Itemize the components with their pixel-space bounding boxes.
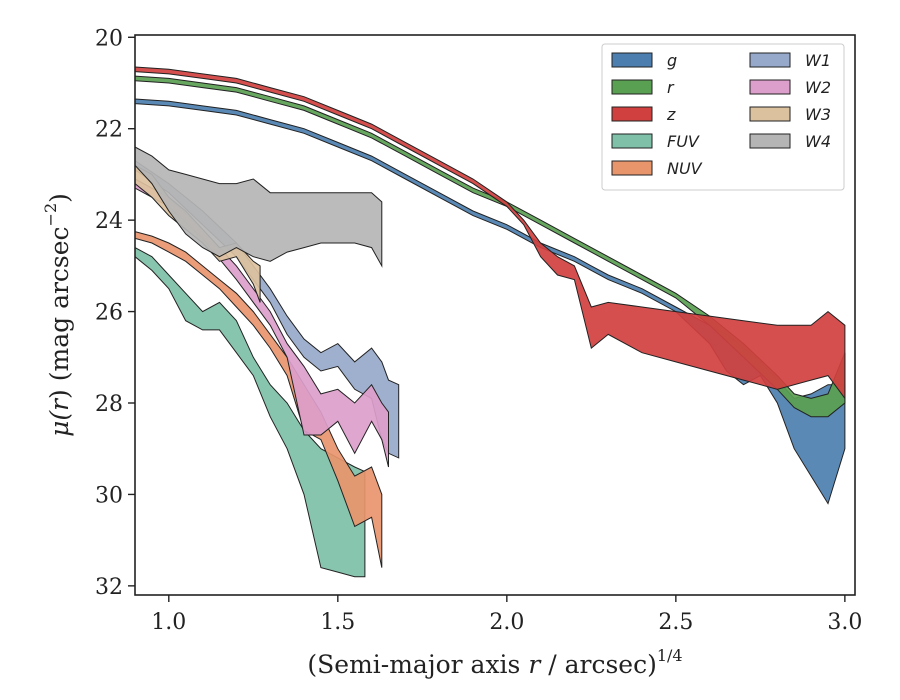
legend-swatch-w4 xyxy=(749,133,791,149)
y-tick-label: 20 xyxy=(95,26,123,51)
legend-label-w4: W4 xyxy=(805,132,831,151)
legend-swatch-w1 xyxy=(749,52,791,68)
y-tick-label: 32 xyxy=(95,575,123,600)
series-band-nuv xyxy=(135,231,383,568)
x-tick-label: 1.0 xyxy=(151,610,186,635)
legend-label-w2: W2 xyxy=(805,78,831,97)
legend-swatch-z xyxy=(611,106,653,122)
series-band-fuv xyxy=(135,247,366,578)
series-band-g xyxy=(135,98,846,505)
x-tick-label: 2.0 xyxy=(489,610,524,635)
legend-label-nuv: NUV xyxy=(667,159,703,178)
legend-label-g: g xyxy=(667,51,677,70)
legend-label-r: r xyxy=(667,78,675,97)
y-tick-label: 22 xyxy=(95,118,123,143)
plot-frame xyxy=(134,34,856,596)
x-axis-label: (Semi-major axis r / arcsec)1/4 xyxy=(307,646,682,679)
x-axis: 1.0 1.5 2.0 2.5 3.0 xyxy=(151,595,862,635)
legend-swatch-w3 xyxy=(749,106,791,122)
legend: grz FUV NUV W1 W2 W3 W4 xyxy=(601,43,845,191)
legend-label-z: z xyxy=(666,105,676,124)
y-tick-label: 30 xyxy=(95,483,123,508)
y-tick-label: 26 xyxy=(95,301,123,326)
series-band-z xyxy=(135,66,846,400)
legend-label-w1: W1 xyxy=(805,51,831,70)
legend-swatch-w2 xyxy=(749,79,791,95)
series-bands xyxy=(135,66,846,578)
legend-swatch-g xyxy=(611,52,653,68)
legend-swatch-fuv xyxy=(611,133,653,149)
y-axis-label: μ(r) (mag arcsec−2) xyxy=(41,193,74,437)
series-band-w4 xyxy=(135,146,383,268)
legend-label-w3: W3 xyxy=(805,105,831,124)
legend-swatch-nuv xyxy=(611,160,653,176)
y-axis: 20 22 24 26 28 30 32 xyxy=(95,26,135,600)
x-tick-label: 3.0 xyxy=(827,610,862,635)
legend-label-fuv: FUV xyxy=(667,132,700,151)
series-band-w2 xyxy=(135,178,389,468)
y-tick-label: 28 xyxy=(95,392,123,417)
x-tick-label: 2.5 xyxy=(658,610,693,635)
legend-swatch-r xyxy=(611,79,653,95)
x-tick-label: 1.5 xyxy=(320,610,355,635)
y-tick-label: 24 xyxy=(95,209,123,234)
